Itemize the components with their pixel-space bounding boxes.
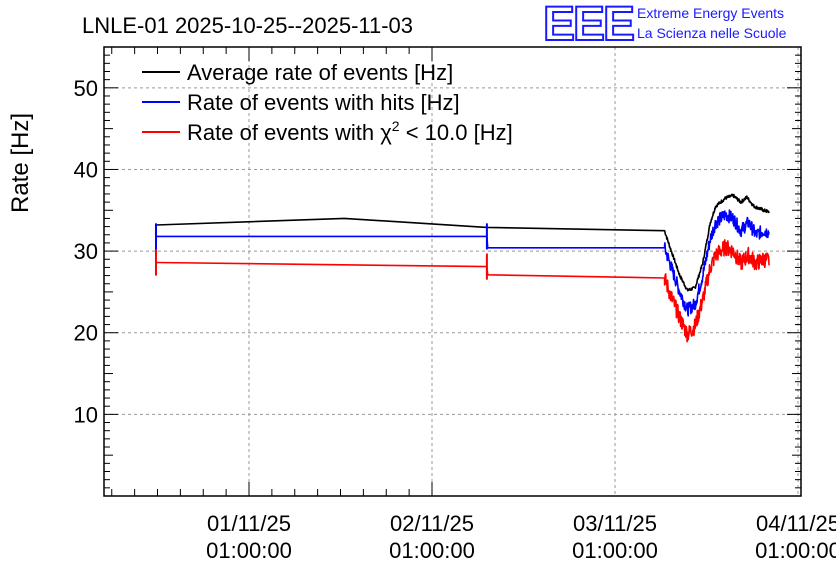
chart-title: LNLE-01 2025-10-25--2025-11-03: [82, 13, 413, 38]
y-axis: 10 20 30 40 50: [74, 54, 801, 489]
plot-border: [103, 46, 802, 497]
x-tick-label-time: 01:00:00: [572, 538, 658, 563]
legend-entry-2: Rate of events with hits [Hz]: [187, 90, 460, 115]
y-tick-label: 10: [74, 402, 98, 427]
x-tick-label-time: 01:00:00: [206, 538, 292, 563]
x-tick-label-time: 01:00:00: [389, 538, 475, 563]
series-line-1: [155, 193, 770, 292]
x-tick-label-date: 03/11/25: [573, 511, 657, 536]
eee-logo-line2: La Scienza nelle Scuole: [637, 25, 787, 41]
y-tick-label: 40: [74, 157, 98, 182]
y-tick-label: 30: [74, 239, 98, 264]
x-tick-label-date: 02/11/25: [390, 511, 474, 536]
eee-logo-mark: EEE: [543, 0, 634, 51]
eee-logo-line1: Extreme Energy Events: [637, 5, 784, 21]
series-layer: [154, 193, 770, 343]
legend-entry-1: Average rate of events [Hz]: [187, 60, 453, 85]
eee-logo: EEE Extreme Energy Events La Scienza nel…: [542, 0, 787, 52]
series-line-2: [156, 209, 770, 317]
x-axis: 01/11/2501:00:0002/11/2501:00:0003/11/25…: [111, 47, 836, 563]
legend-entry-3: Rate of events with χ2 < 10.0 [Hz]: [187, 118, 513, 145]
plot-frame: [103, 46, 802, 497]
y-axis-label: Rate [Hz]: [7, 113, 34, 213]
series-line-3: [155, 239, 770, 343]
grid: [104, 47, 801, 496]
x-tick-label-date: 01/11/25: [207, 511, 291, 536]
y-tick-label: 20: [74, 321, 98, 346]
x-tick-label-time: 01:00:00: [755, 538, 836, 563]
legend: Average rate of events [Hz] Rate of event…: [142, 60, 513, 145]
x-tick-label-date: 04/11/25: [756, 511, 836, 536]
y-tick-label: 50: [74, 76, 98, 101]
